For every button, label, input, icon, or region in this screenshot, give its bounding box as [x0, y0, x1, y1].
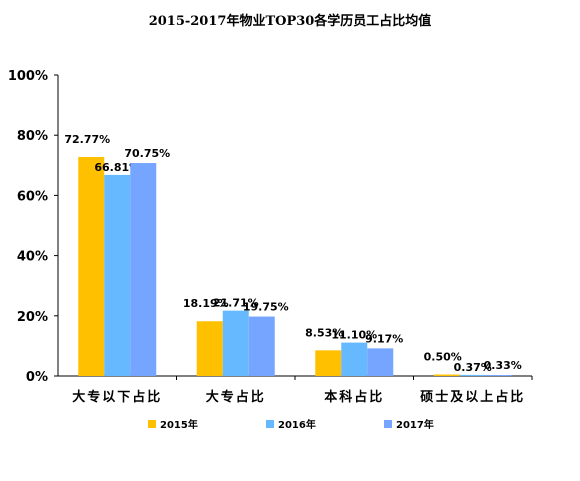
bar	[78, 156, 105, 376]
y-tick-label: 100%	[8, 69, 48, 84]
y-tick-label: 0%	[26, 370, 48, 385]
data-label: 0.50%	[424, 350, 462, 363]
bar	[485, 375, 512, 376]
data-label: 9.17%	[365, 332, 403, 345]
bar	[459, 374, 486, 376]
bar	[367, 348, 394, 376]
y-tick-label: 60%	[17, 189, 48, 204]
bar	[130, 163, 157, 376]
legend-swatch	[148, 420, 156, 428]
legend-label: 2016年	[278, 418, 316, 431]
x-tick-label: 大专占比	[206, 389, 266, 405]
data-label: 70.75%	[124, 147, 170, 160]
data-label: 19.75%	[243, 301, 289, 314]
bar	[433, 374, 460, 376]
x-tick-label: 本科占比	[324, 389, 384, 405]
bar	[341, 342, 368, 376]
x-tick-label: 硕士及以上占比	[420, 389, 525, 405]
data-label: 8.53%	[305, 326, 343, 339]
data-label: 72.77%	[64, 133, 110, 146]
data-label: 0.33%	[484, 359, 522, 372]
bar	[222, 310, 249, 376]
legend-label: 2015年	[160, 418, 198, 431]
y-tick-label: 40%	[17, 250, 48, 265]
legend-label: 2017年	[396, 418, 434, 431]
y-tick-label: 80%	[17, 129, 48, 144]
chart-title: 2015-2017年物业TOP30各学历员工占比均值	[148, 14, 432, 29]
data-label: 11.10%	[331, 329, 377, 342]
data-label: 66.81%	[94, 161, 140, 174]
data-label: 0.37%	[454, 361, 492, 374]
bar	[104, 174, 131, 376]
legend-swatch	[266, 420, 274, 428]
bar	[248, 316, 275, 376]
bar	[196, 321, 223, 376]
data-label: 21.71%	[213, 297, 259, 310]
legend-swatch	[384, 420, 392, 428]
x-tick-label: 大专以下占比	[72, 389, 162, 405]
data-label: 18.19%	[183, 297, 229, 310]
y-tick-label: 20%	[17, 310, 48, 325]
bar	[315, 350, 342, 376]
